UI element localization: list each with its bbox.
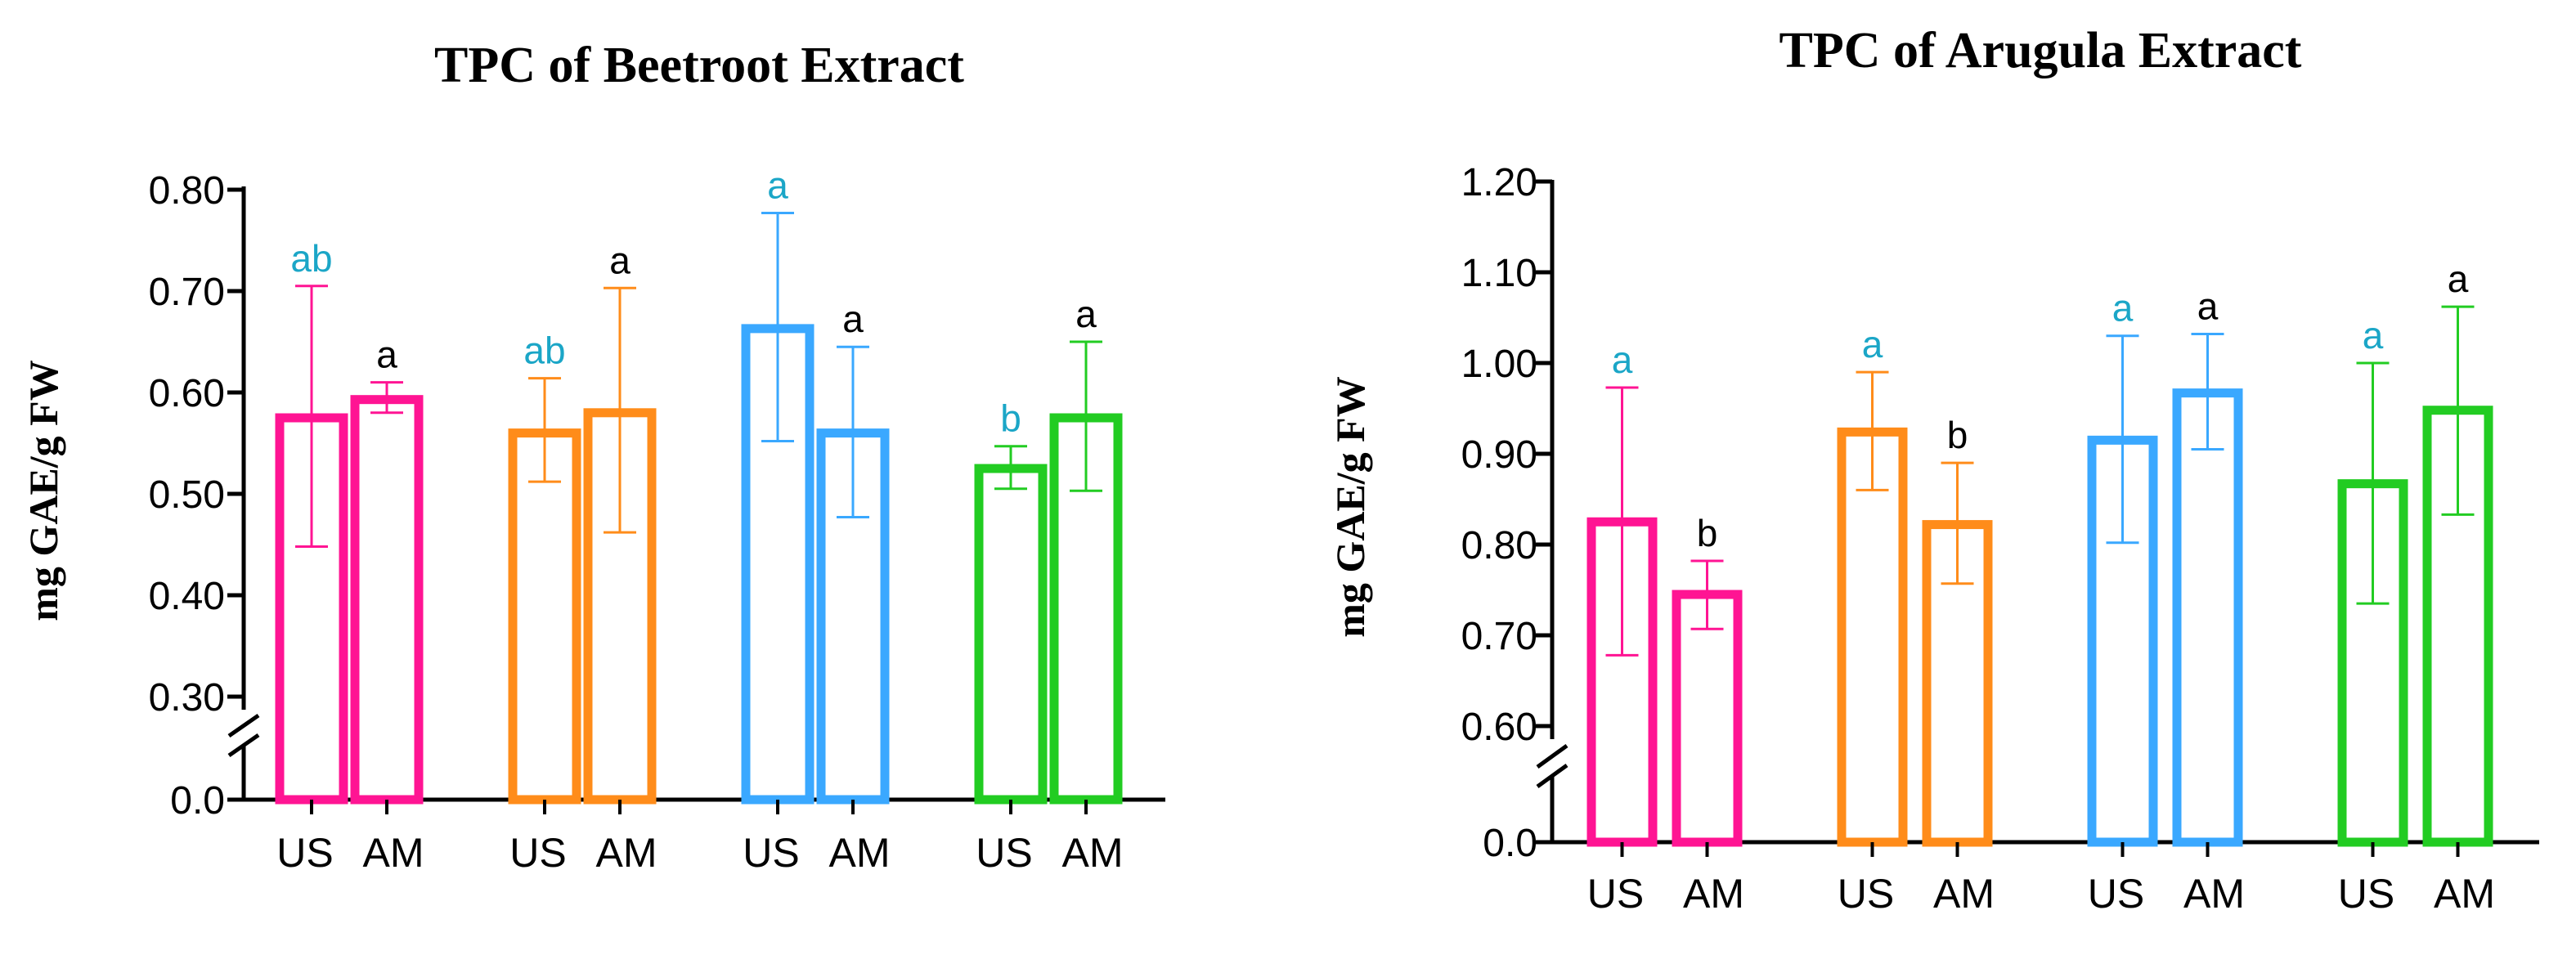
y-tick-label: 1.00 <box>1461 343 1537 386</box>
x-tick-label: US <box>2338 871 2394 917</box>
y-tick-label: 0.80 <box>149 169 225 213</box>
x-tick-label: AM <box>2434 871 2495 917</box>
bar-am <box>1672 590 1743 847</box>
y-tick-label: 0.40 <box>149 575 225 618</box>
y-tick-label: 0.80 <box>1461 524 1537 567</box>
y-tick-label: 0.30 <box>149 676 225 720</box>
significance-label: ab <box>523 330 565 372</box>
bar-us <box>508 428 581 805</box>
significance-label: a <box>1075 293 1097 335</box>
x-tick-label: US <box>509 830 566 876</box>
y-tick-label: 0.50 <box>149 473 225 517</box>
significance-label: a <box>767 164 788 207</box>
axis-break-mark <box>227 713 260 738</box>
significance-label: a <box>2112 287 2134 330</box>
beetroot-chart: TPC of Beetroot Extract mg GAE/g FW 0.80 0.… <box>20 38 1165 876</box>
significance-label: b <box>1947 414 1968 456</box>
y-tick-label: 0.70 <box>149 271 225 314</box>
significance-label: a <box>2363 314 2384 356</box>
y-tick-label: 0.60 <box>1461 706 1537 749</box>
significance-label: a <box>2448 258 2469 300</box>
x-tick-label: US <box>1838 871 1894 917</box>
x-tick-label: US <box>2088 871 2144 917</box>
x-tick-label: AM <box>1062 830 1124 876</box>
significance-label: a <box>2197 285 2219 327</box>
y-axis-label: mg GAE/g FW <box>20 360 66 621</box>
significance-label: ab <box>290 237 332 280</box>
significance-label: a <box>609 239 631 281</box>
axis-break-mark <box>1536 763 1568 789</box>
y-tick-label: 1.20 <box>1461 161 1537 204</box>
bar-us <box>974 464 1048 805</box>
bar-am <box>350 395 424 805</box>
y-tick-label: 0.0 <box>1483 822 1537 865</box>
y-tick-label: 1.10 <box>1461 252 1537 295</box>
x-tick-label: AM <box>596 830 657 876</box>
chart-title: TPC of Beetroot Extract <box>434 38 964 93</box>
x-tick-label: US <box>743 830 799 876</box>
y-tick-label: 0.0 <box>170 779 225 823</box>
x-tick-label: US <box>276 830 333 876</box>
x-tick-label: US <box>1587 871 1644 917</box>
significance-label: a <box>1862 323 1883 365</box>
x-tick-label: AM <box>1933 871 1995 917</box>
x-tick-label: AM <box>829 830 891 876</box>
axis-break-mark <box>1536 743 1568 769</box>
x-tick-label: US <box>976 830 1032 876</box>
significance-label: b <box>1697 512 1718 554</box>
y-axis-label: mg GAE/g FW <box>1327 376 1373 637</box>
arugula-chart: TPC of Arugula Extract mg GAE/g FW 1.20 1.1… <box>1327 23 2539 917</box>
significance-label: b <box>1000 397 1021 440</box>
x-tick-label: AM <box>363 830 424 876</box>
x-tick-label: AM <box>1683 871 1744 917</box>
chart-title: TPC of Arugula Extract <box>1779 23 2302 78</box>
significance-label: a <box>1612 339 1633 381</box>
y-tick-label: 0.90 <box>1461 433 1537 477</box>
significance-label: a <box>842 298 864 340</box>
axis-break-mark <box>227 733 260 758</box>
bar-us <box>1837 427 1908 847</box>
y-tick-label: 0.60 <box>149 372 225 415</box>
significance-label: a <box>376 334 397 376</box>
y-tick-label: 0.70 <box>1461 615 1537 658</box>
x-tick-label: AM <box>2183 871 2245 917</box>
bar-am <box>2172 388 2243 847</box>
